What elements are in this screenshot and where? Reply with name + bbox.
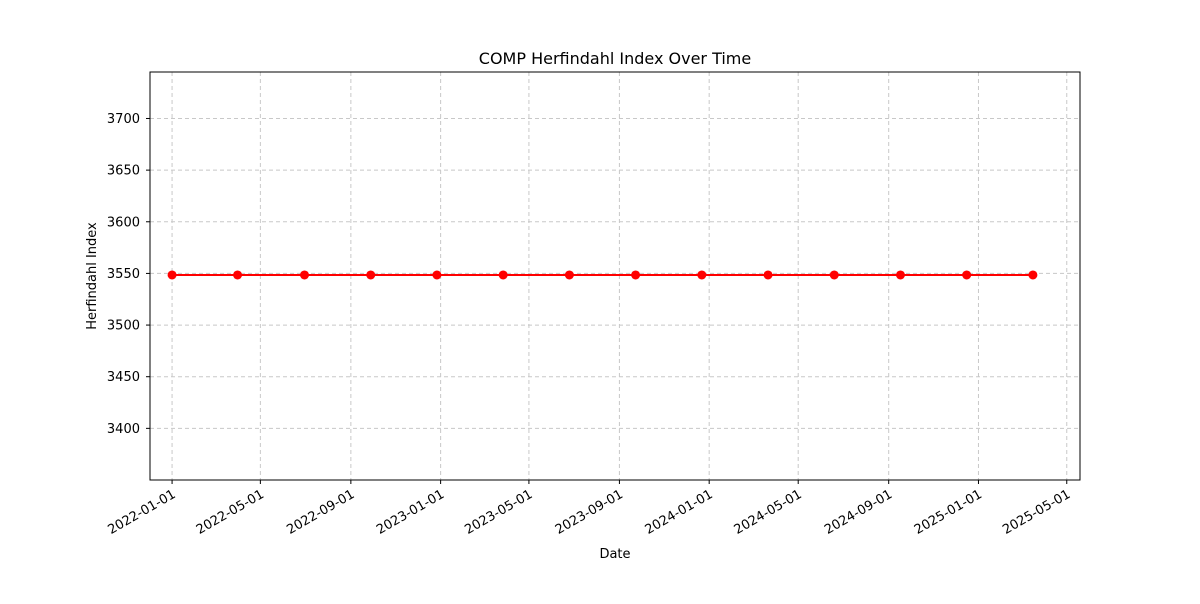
series-layer xyxy=(167,270,1038,280)
data-point xyxy=(498,270,508,280)
data-point xyxy=(829,270,839,280)
y-tick-label: 3450 xyxy=(107,370,140,385)
x-tick-label: 2025-05-01 xyxy=(1000,487,1073,538)
data-point xyxy=(233,270,243,280)
x-tick-label: 2023-05-01 xyxy=(462,487,535,538)
y-tick-label: 3550 xyxy=(107,267,140,282)
x-tick-label: 2025-01-01 xyxy=(912,487,985,538)
x-tick-label: 2024-01-01 xyxy=(643,487,716,538)
data-point xyxy=(962,270,972,280)
y-tick-label: 3650 xyxy=(107,164,140,179)
data-point xyxy=(697,270,707,280)
data-point xyxy=(1028,270,1038,280)
x-tick-label: 2022-01-01 xyxy=(106,487,179,538)
y-tick-label: 3500 xyxy=(107,319,140,334)
chart-title: COMP Herfindahl Index Over Time xyxy=(479,49,751,68)
data-point xyxy=(432,270,442,280)
data-point xyxy=(366,270,376,280)
y-tick-label: 3600 xyxy=(107,215,140,230)
y-axis-label: Herfindahl Index xyxy=(85,222,100,330)
x-tick-label: 2024-09-01 xyxy=(822,487,895,538)
x-tick-label: 2024-05-01 xyxy=(732,487,805,538)
data-point xyxy=(763,270,773,280)
data-point xyxy=(895,270,905,280)
x-tick-label: 2022-09-01 xyxy=(284,487,357,538)
grid-layer xyxy=(150,72,1080,480)
data-point xyxy=(631,270,641,280)
data-point xyxy=(167,270,177,280)
x-tick-label: 2023-09-01 xyxy=(553,487,626,538)
x-tick-label: 2022-05-01 xyxy=(194,487,267,538)
y-tick-label: 3400 xyxy=(107,422,140,437)
y-tick-label: 3700 xyxy=(107,112,140,127)
data-point xyxy=(300,270,310,280)
plot-frame xyxy=(149,71,1081,481)
x-axis-label: Date xyxy=(599,547,630,562)
x-tick-label: 2023-01-01 xyxy=(374,487,447,538)
data-point xyxy=(564,270,574,280)
